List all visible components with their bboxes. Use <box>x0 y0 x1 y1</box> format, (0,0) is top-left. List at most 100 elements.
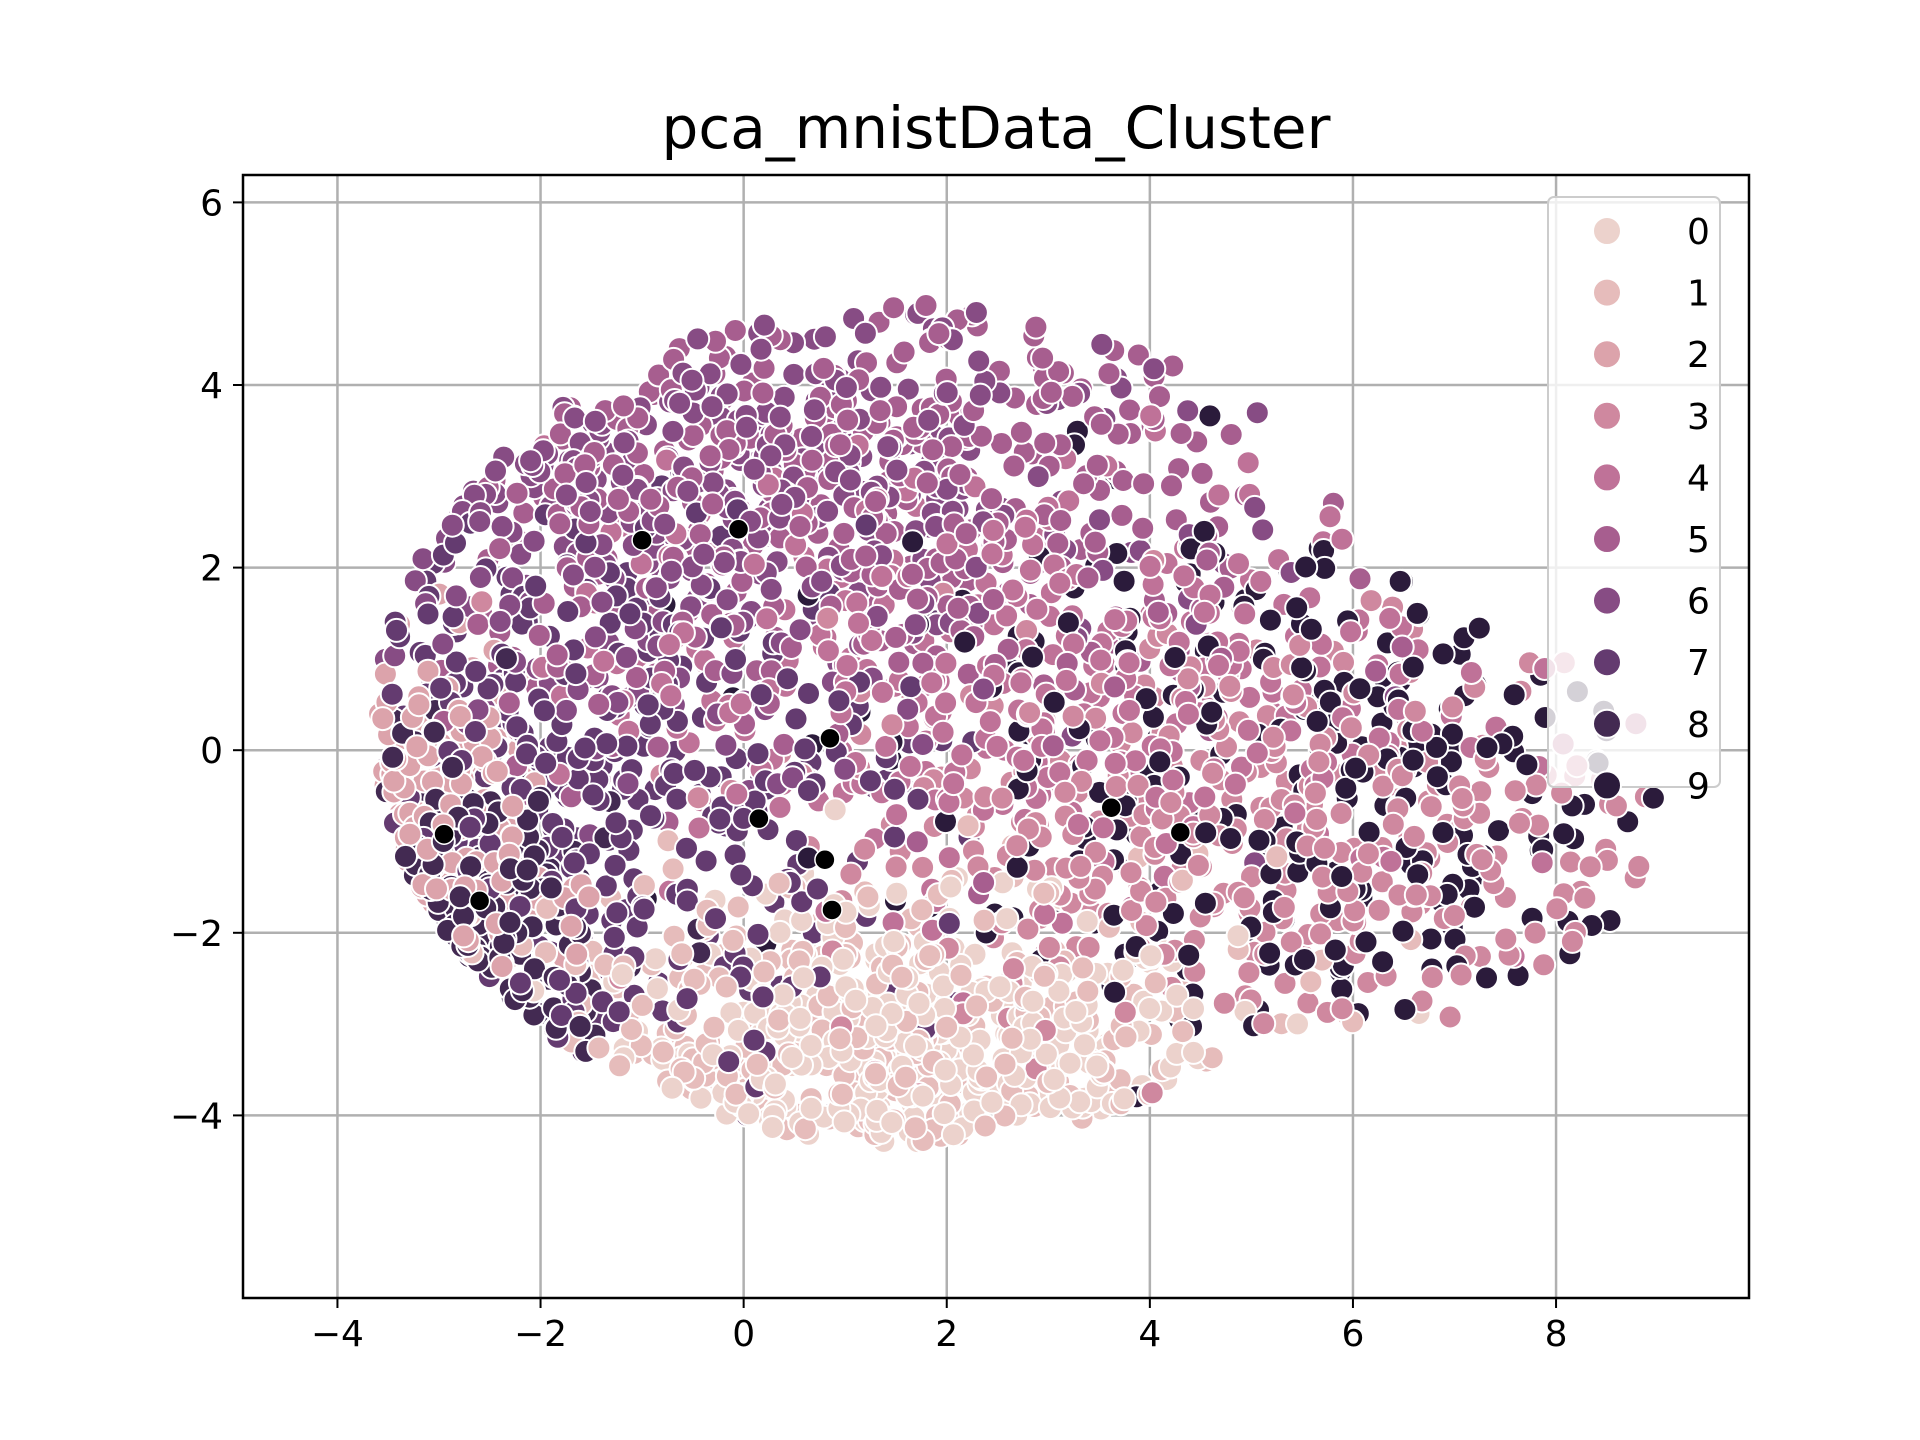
scatter-point-cluster-5 <box>547 511 573 537</box>
scatter-point-cluster-4 <box>686 815 712 841</box>
scatter-point-cluster-7 <box>674 835 699 861</box>
scatter-point-cluster-7 <box>384 617 409 643</box>
scatter-point-cluster-7 <box>898 674 924 700</box>
scatter-point-cluster-5 <box>487 536 513 562</box>
scatter-point-cluster-3 <box>1118 860 1144 886</box>
scatter-point-cluster-6 <box>799 423 824 449</box>
scatter-point-cluster-4 <box>1011 747 1037 773</box>
scatter-point-cluster-9 <box>1133 686 1159 712</box>
scatter-point-cluster-3 <box>989 785 1015 811</box>
scatter-point-cluster-3 <box>1507 810 1532 836</box>
scatter-point-cluster-7 <box>457 814 483 840</box>
plot-frame <box>241 173 1751 1300</box>
scatter-point-cluster-7 <box>882 824 907 850</box>
scatter-point-cluster-3 <box>1448 962 1474 988</box>
scatter-point-cluster-5 <box>886 649 912 675</box>
scatter-point-cluster-4 <box>949 742 975 768</box>
legend-marker <box>1592 462 1622 493</box>
scatter-point-cluster-9 <box>1400 654 1426 680</box>
scatter-point-cluster-2 <box>406 692 432 718</box>
scatter-point-cluster-5 <box>526 622 552 648</box>
scatter-point-cluster-5 <box>1008 419 1034 445</box>
scatter-point-cluster-6 <box>801 397 827 423</box>
scatter-point-cluster-4 <box>941 771 967 797</box>
scatter-point-cluster-6 <box>895 696 921 722</box>
scatter-point-cluster-9 <box>1193 820 1219 846</box>
scatter-point-cluster-8 <box>497 909 523 935</box>
scatter-point-cluster-6 <box>614 644 639 670</box>
scatter-point-cluster-5 <box>891 339 917 365</box>
scatter-point-cluster-2 <box>447 704 473 729</box>
scatter-point-cluster-7 <box>853 512 879 538</box>
scatter-point-cluster-9 <box>1430 641 1456 667</box>
scatter-point-cluster-4 <box>1206 652 1231 678</box>
scatter-point-cluster-0 <box>1137 996 1163 1021</box>
scatter-point-cluster-8 <box>567 1013 593 1039</box>
scatter-point-cluster-9 <box>1640 785 1666 811</box>
scatter-point-cluster-7 <box>745 741 771 767</box>
scatter-point-cluster-6 <box>1089 331 1115 357</box>
scatter-point-cluster-9 <box>1501 682 1527 708</box>
scatter-point-cluster-6 <box>589 589 615 615</box>
scatter-point-cluster-4 <box>1008 670 1034 696</box>
scatter-point-cluster-7 <box>594 731 620 757</box>
scatter-point-cluster-5 <box>1189 460 1215 486</box>
scatter-point-cluster-7 <box>523 573 549 599</box>
scatter-point-cluster-4 <box>884 802 910 828</box>
scatter-point-cluster-9 <box>1197 403 1223 429</box>
scatter-point-cluster-7 <box>783 706 809 732</box>
scatter-point-cluster-0 <box>643 946 668 972</box>
scatter-point-cluster-5 <box>953 521 979 547</box>
scatter-point-cluster-7 <box>547 967 572 993</box>
scatter-point-cluster-7 <box>783 828 809 853</box>
scatter-point-cluster-3 <box>1437 1004 1463 1030</box>
scatter-point-cluster-0 <box>830 946 856 972</box>
scatter-point-cluster-5 <box>980 587 1006 612</box>
legend: 0 1 2 3 4 5 6 7 8 9 <box>1547 196 1721 807</box>
scatter-point-cluster-4 <box>1137 553 1163 579</box>
scatter-point-cluster-9 <box>1329 864 1355 889</box>
y-tick-label: −2 <box>170 914 223 955</box>
scatter-point-cluster-4 <box>754 606 780 632</box>
scatter-point-cluster-1 <box>1031 880 1057 906</box>
scatter-point-cluster-1 <box>917 943 943 969</box>
scatter-point-cluster-0 <box>932 1057 958 1083</box>
scatter-point-cluster-2 <box>489 954 515 979</box>
scatter-point-cluster-5 <box>920 437 946 463</box>
scatter-point-cluster-9 <box>1430 820 1456 845</box>
x-tick-label: 0 <box>732 1314 755 1355</box>
scatter-point-cluster-6 <box>875 434 901 460</box>
scatter-point-cluster-0 <box>994 906 1020 932</box>
scatter-point-cluster-7 <box>580 782 606 808</box>
y-tick-label: 6 <box>200 183 223 224</box>
scatter-point-cluster-5 <box>883 624 909 650</box>
scatter-point-cluster-5 <box>799 447 825 473</box>
scatter-point-cluster-6 <box>402 568 428 594</box>
scatter-point-cluster-3 <box>1572 885 1598 911</box>
scatter-point-cluster-4 <box>1235 450 1261 476</box>
scatter-point-cluster-3 <box>1251 1011 1277 1037</box>
scatter-point-cluster-3 <box>883 854 909 880</box>
scatter-point-cluster-3 <box>1158 790 1184 815</box>
scatter-point-cluster-7 <box>507 970 533 996</box>
centroid-point <box>821 899 843 921</box>
scatter-point-cluster-7 <box>379 681 405 707</box>
scatter-point-cluster-3 <box>1076 934 1102 960</box>
scatter-point-cluster-3 <box>1112 999 1138 1025</box>
scatter-point-cluster-6 <box>643 575 669 601</box>
scatter-point-cluster-5 <box>1048 508 1074 533</box>
scatter-point-cluster-5 <box>1088 411 1114 437</box>
scatter-point-cluster-6 <box>675 478 701 504</box>
y-tick-label: 4 <box>200 366 223 407</box>
legend-marker <box>1592 216 1622 246</box>
scatter-point-cluster-1 <box>1142 970 1168 996</box>
scatter-point-cluster-0 <box>1072 1032 1097 1058</box>
scatter-point-cluster-3 <box>1271 894 1297 920</box>
scatter-point-cluster-1 <box>992 1051 1018 1077</box>
scatter-point-cluster-7 <box>601 924 627 950</box>
scatter-point-cluster-3 <box>1338 715 1364 741</box>
scatter-point-cluster-6 <box>767 404 793 430</box>
scatter-point-cluster-6 <box>758 443 784 469</box>
scatter-point-cluster-3 <box>1626 853 1652 879</box>
x-tick-label: −2 <box>514 1314 567 1355</box>
